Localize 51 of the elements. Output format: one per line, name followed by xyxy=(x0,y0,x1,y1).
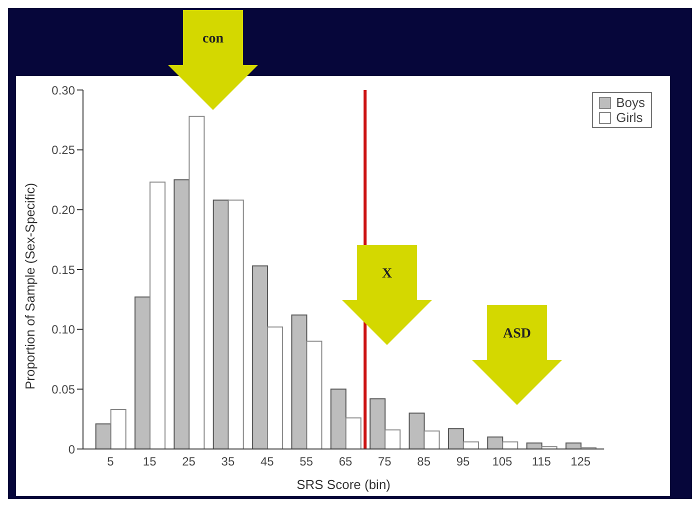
bar xyxy=(267,326,284,449)
bar xyxy=(424,430,440,449)
bar xyxy=(565,442,582,449)
x-tick-label: 75 xyxy=(378,454,392,469)
annotation: ASD xyxy=(502,326,532,342)
bar xyxy=(291,314,308,449)
x-tick-label: 55 xyxy=(300,454,314,469)
bar xyxy=(228,200,244,449)
bar xyxy=(150,182,166,449)
legend-label: Boys xyxy=(616,95,645,110)
x-tick-label: 25 xyxy=(182,454,196,469)
text: con xyxy=(202,32,224,46)
bar xyxy=(448,428,464,449)
bar xyxy=(526,442,542,449)
bar xyxy=(384,429,401,449)
bar xyxy=(462,441,479,449)
bar xyxy=(345,417,362,449)
x-tick-label: 125 xyxy=(570,454,591,469)
bar xyxy=(306,340,322,449)
x-axis-title: SRS Score (bin) xyxy=(296,477,391,492)
bar xyxy=(174,179,190,449)
y-tick-label: 0.10 xyxy=(52,322,76,337)
annotation: X xyxy=(382,266,392,282)
y-axis-title: Proportion of Sample (Sex-Specific) xyxy=(22,182,38,390)
y-tick-label: 0.20 xyxy=(52,202,76,217)
bar xyxy=(502,441,518,449)
y-tick-label: 0.15 xyxy=(52,262,76,277)
y-tick-label: 0.25 xyxy=(52,143,76,158)
bar xyxy=(487,436,504,449)
x-tick-label: 105 xyxy=(492,454,513,469)
x-tick-label: 65 xyxy=(338,454,352,469)
bar xyxy=(212,200,229,449)
x-tick-label: 45 xyxy=(260,454,274,469)
y-tick-label: 0.05 xyxy=(52,382,76,396)
x-tick-label: 85 xyxy=(417,454,431,469)
bar xyxy=(95,423,112,449)
x-tick-label: 5 xyxy=(107,454,114,469)
bar xyxy=(370,398,386,449)
legend-label: Girls xyxy=(616,110,643,125)
x-tick-label: 95 xyxy=(456,454,470,469)
y-tick-label: 0 xyxy=(68,442,76,456)
x-tick-label: 115 xyxy=(532,454,552,469)
bar xyxy=(188,116,205,449)
x-tick-label: 35 xyxy=(221,454,235,469)
y-tick-label: 0.30 xyxy=(52,83,76,98)
bar xyxy=(252,265,268,449)
bar xyxy=(134,296,151,449)
bar xyxy=(408,412,425,449)
bar xyxy=(110,409,126,449)
bar xyxy=(330,388,346,449)
x-tick-label: 15 xyxy=(142,454,157,469)
